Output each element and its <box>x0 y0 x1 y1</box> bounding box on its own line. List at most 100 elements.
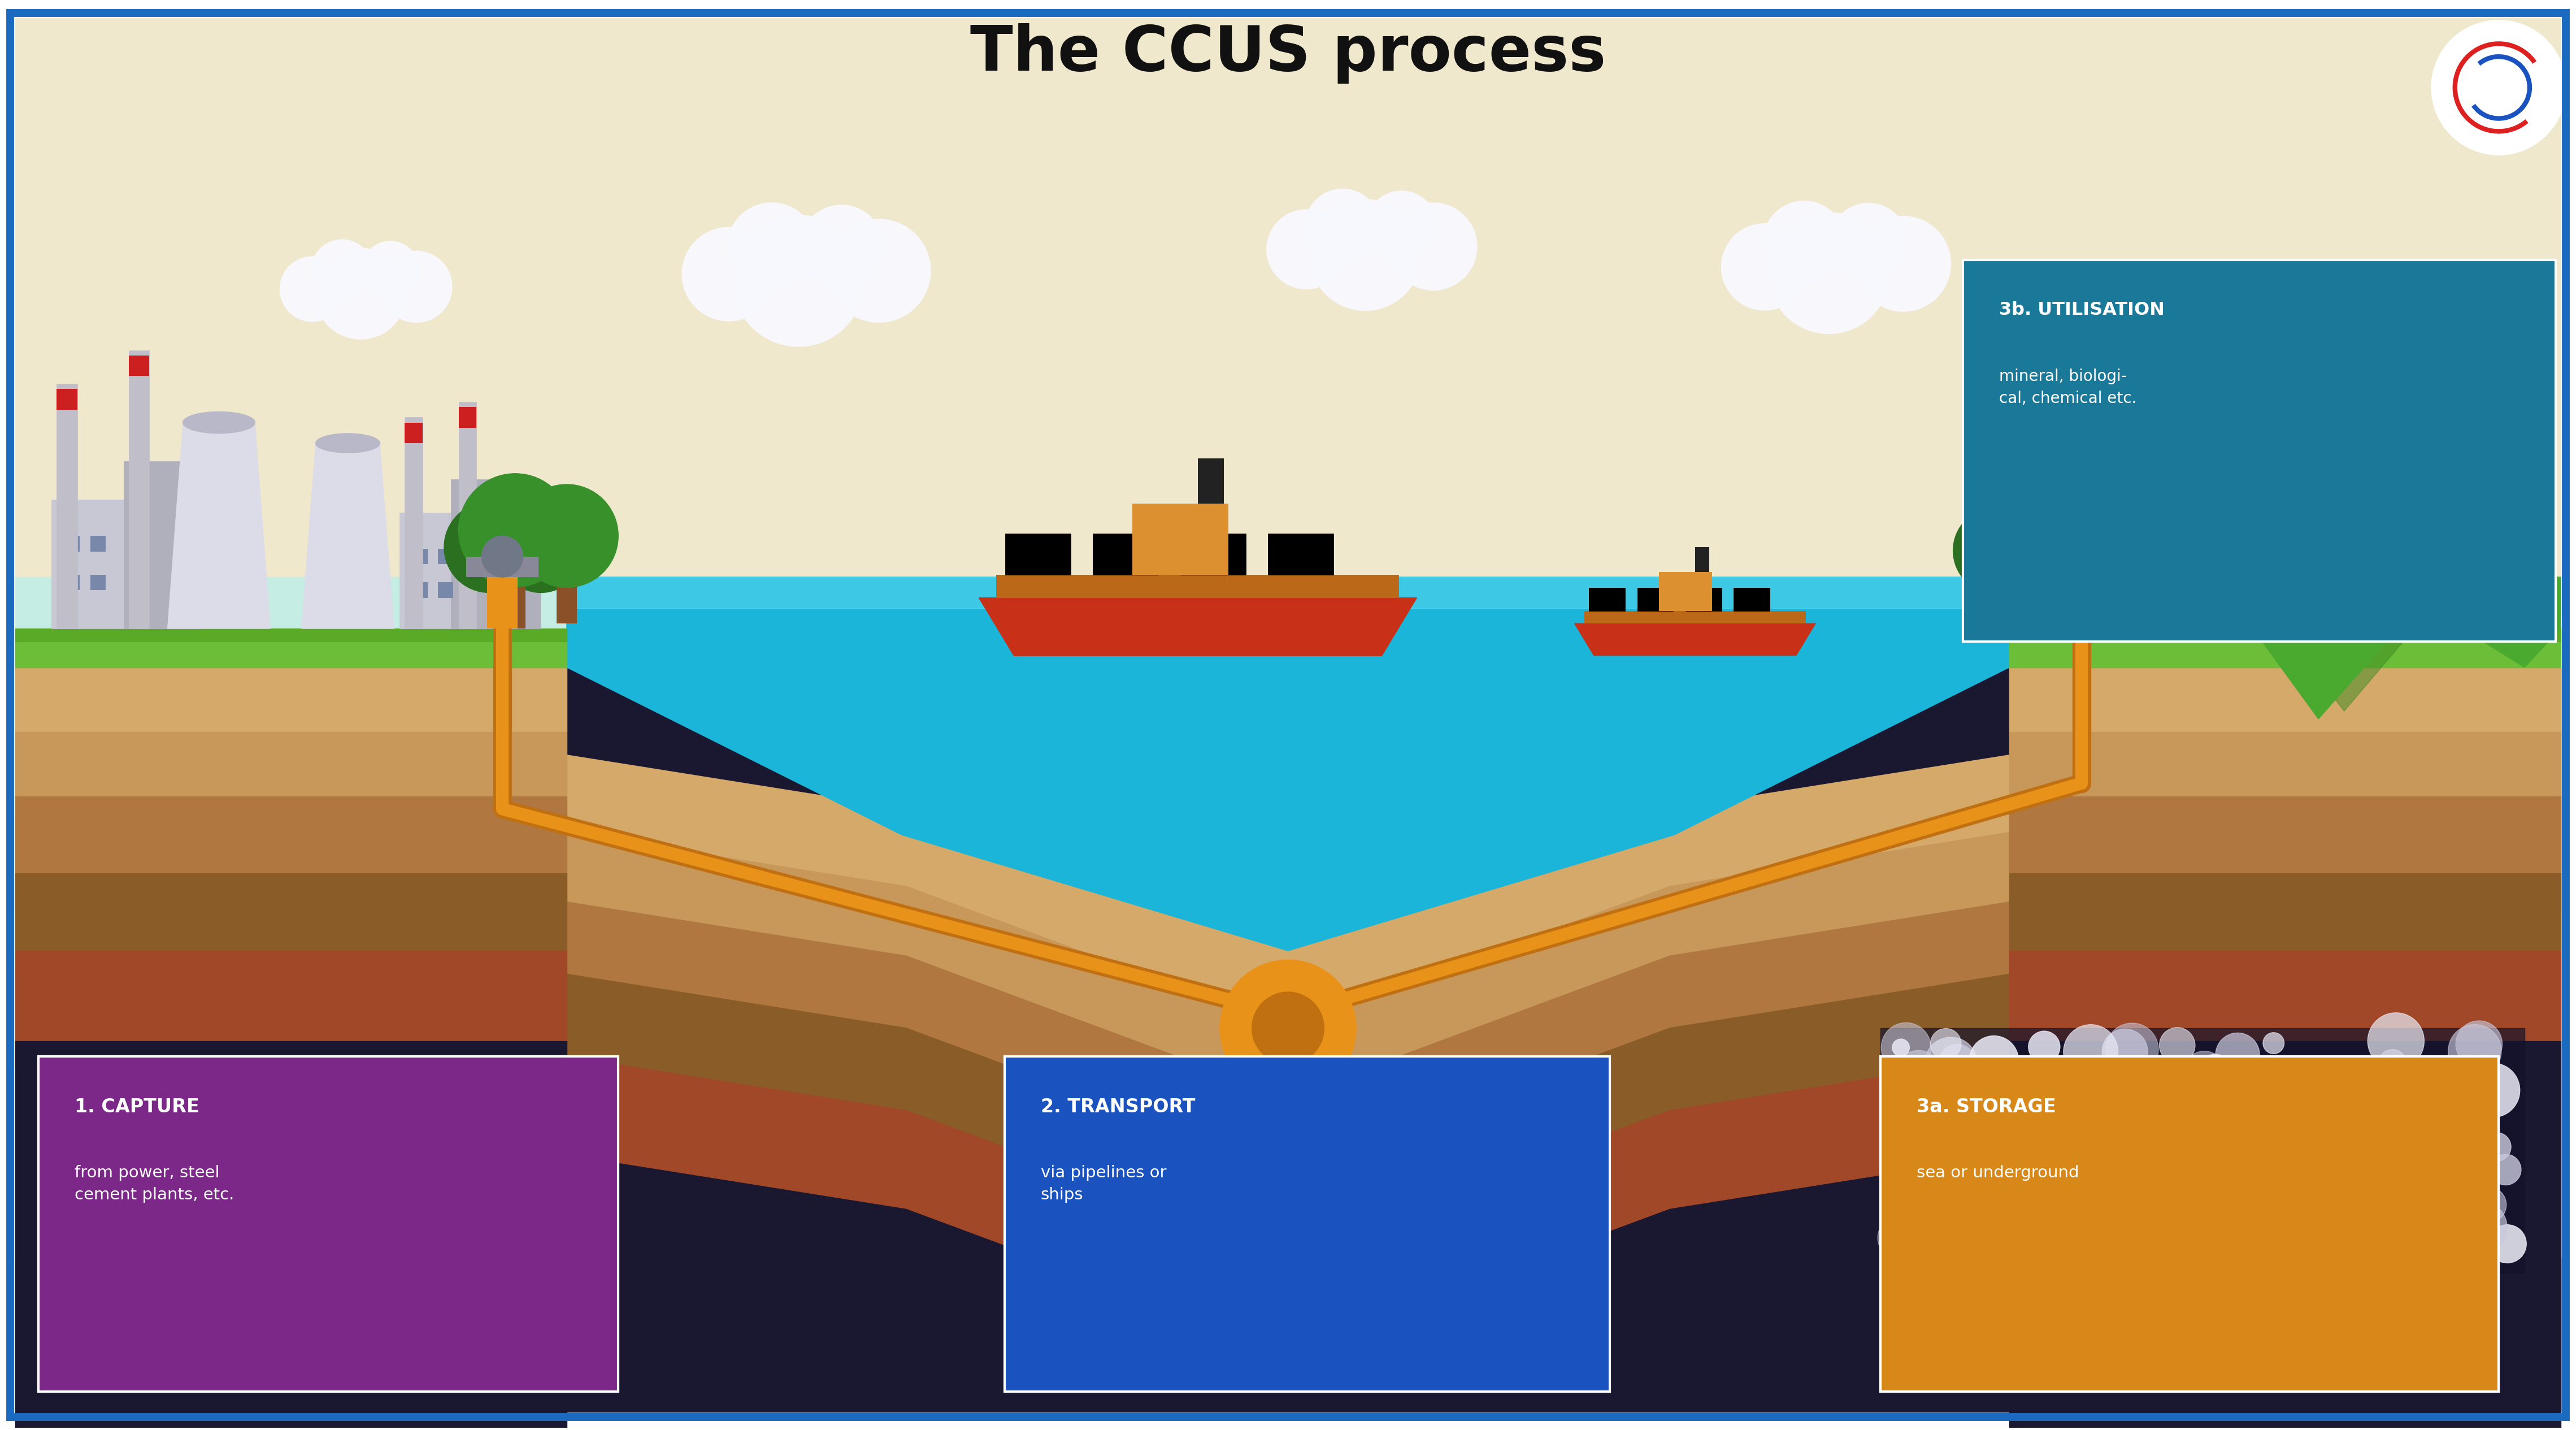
Bar <box>556 566 577 623</box>
Polygon shape <box>2313 448 2406 629</box>
FancyBboxPatch shape <box>1880 1057 2499 1391</box>
Bar <box>1267 533 1334 575</box>
Circle shape <box>2076 1208 2130 1261</box>
Polygon shape <box>979 598 1417 656</box>
Circle shape <box>2303 1220 2352 1268</box>
Circle shape <box>2210 1087 2254 1130</box>
Circle shape <box>2491 1154 2522 1185</box>
Circle shape <box>1721 223 1808 310</box>
Bar <box>1734 588 1770 611</box>
Bar <box>2486 386 2504 408</box>
Circle shape <box>2452 1201 2506 1254</box>
Circle shape <box>2295 1238 2331 1274</box>
Circle shape <box>2357 1121 2391 1154</box>
Polygon shape <box>2241 578 2561 711</box>
Bar <box>64 536 80 552</box>
Ellipse shape <box>317 433 381 453</box>
Polygon shape <box>567 578 2009 951</box>
Bar <box>404 418 422 629</box>
Polygon shape <box>15 668 2561 1028</box>
Bar <box>2009 629 2561 642</box>
Circle shape <box>314 249 407 339</box>
Text: The CCUS process: The CCUS process <box>971 23 1605 83</box>
Polygon shape <box>15 745 2561 1098</box>
Bar <box>2009 1041 2561 1427</box>
Bar <box>2447 488 2524 629</box>
Circle shape <box>2329 1085 2372 1130</box>
Circle shape <box>2285 1173 2321 1210</box>
Circle shape <box>1906 1125 1945 1163</box>
Circle shape <box>2421 1072 2445 1095</box>
Circle shape <box>2437 1237 2465 1264</box>
Circle shape <box>1888 1227 1937 1277</box>
Bar <box>90 536 106 552</box>
Circle shape <box>2452 1228 2476 1253</box>
Circle shape <box>2174 1103 2197 1125</box>
Circle shape <box>2195 1072 2228 1104</box>
Circle shape <box>2187 1145 2208 1168</box>
Circle shape <box>2009 516 2087 593</box>
Circle shape <box>2115 1103 2151 1137</box>
Ellipse shape <box>2329 439 2393 458</box>
Circle shape <box>2269 1234 2311 1274</box>
Circle shape <box>2488 1224 2527 1263</box>
Circle shape <box>1878 1217 1922 1260</box>
Bar <box>2012 566 2032 629</box>
Circle shape <box>2045 1198 2099 1251</box>
Circle shape <box>482 536 523 578</box>
Circle shape <box>2470 1115 2496 1140</box>
Circle shape <box>1893 1040 1909 1057</box>
Circle shape <box>2378 1187 2401 1210</box>
Circle shape <box>1945 1080 1991 1127</box>
Bar <box>2009 732 2561 797</box>
Bar <box>52 500 193 629</box>
Polygon shape <box>1880 1028 2524 1273</box>
Circle shape <box>312 240 374 302</box>
Circle shape <box>2367 1012 2424 1070</box>
Circle shape <box>281 256 345 322</box>
Circle shape <box>2136 1223 2151 1238</box>
Circle shape <box>2465 1062 2519 1117</box>
Circle shape <box>2329 1118 2370 1158</box>
Bar <box>15 668 2561 1411</box>
Text: mineral, biologi-
cal, chemical etc.: mineral, biologi- cal, chemical etc. <box>1999 369 2136 406</box>
Circle shape <box>2483 1133 2512 1161</box>
Bar <box>2452 408 2470 428</box>
Bar <box>15 629 567 642</box>
Bar <box>129 356 149 376</box>
Circle shape <box>2264 1091 2300 1125</box>
Bar <box>57 383 77 629</box>
Circle shape <box>1886 1153 1935 1203</box>
Circle shape <box>2105 1085 2123 1103</box>
Bar <box>1638 588 1674 611</box>
Bar <box>438 549 453 565</box>
Circle shape <box>2411 1108 2442 1138</box>
Bar <box>1659 572 1713 611</box>
Circle shape <box>1899 1108 1935 1144</box>
Circle shape <box>2465 1061 2491 1087</box>
Polygon shape <box>15 814 2561 1170</box>
Circle shape <box>1968 1108 1991 1131</box>
Circle shape <box>2094 1214 2136 1257</box>
Circle shape <box>2050 438 2112 500</box>
Circle shape <box>2280 1230 2300 1253</box>
Circle shape <box>2360 1198 2398 1234</box>
Bar <box>15 797 567 874</box>
Bar <box>487 572 518 629</box>
Circle shape <box>2233 1148 2287 1204</box>
Bar <box>1695 548 1710 572</box>
Circle shape <box>2318 1203 2339 1224</box>
Bar <box>2009 642 2561 668</box>
Bar <box>15 668 567 732</box>
Circle shape <box>2290 1125 2311 1145</box>
Circle shape <box>2313 1160 2334 1181</box>
Circle shape <box>2311 1128 2339 1157</box>
Bar <box>412 549 428 565</box>
Bar <box>52 500 193 629</box>
Bar <box>15 642 567 668</box>
Bar <box>1589 588 1625 611</box>
Bar <box>15 732 567 797</box>
Circle shape <box>1924 1037 1978 1090</box>
Circle shape <box>2452 1055 2486 1088</box>
Circle shape <box>2470 1187 2506 1223</box>
